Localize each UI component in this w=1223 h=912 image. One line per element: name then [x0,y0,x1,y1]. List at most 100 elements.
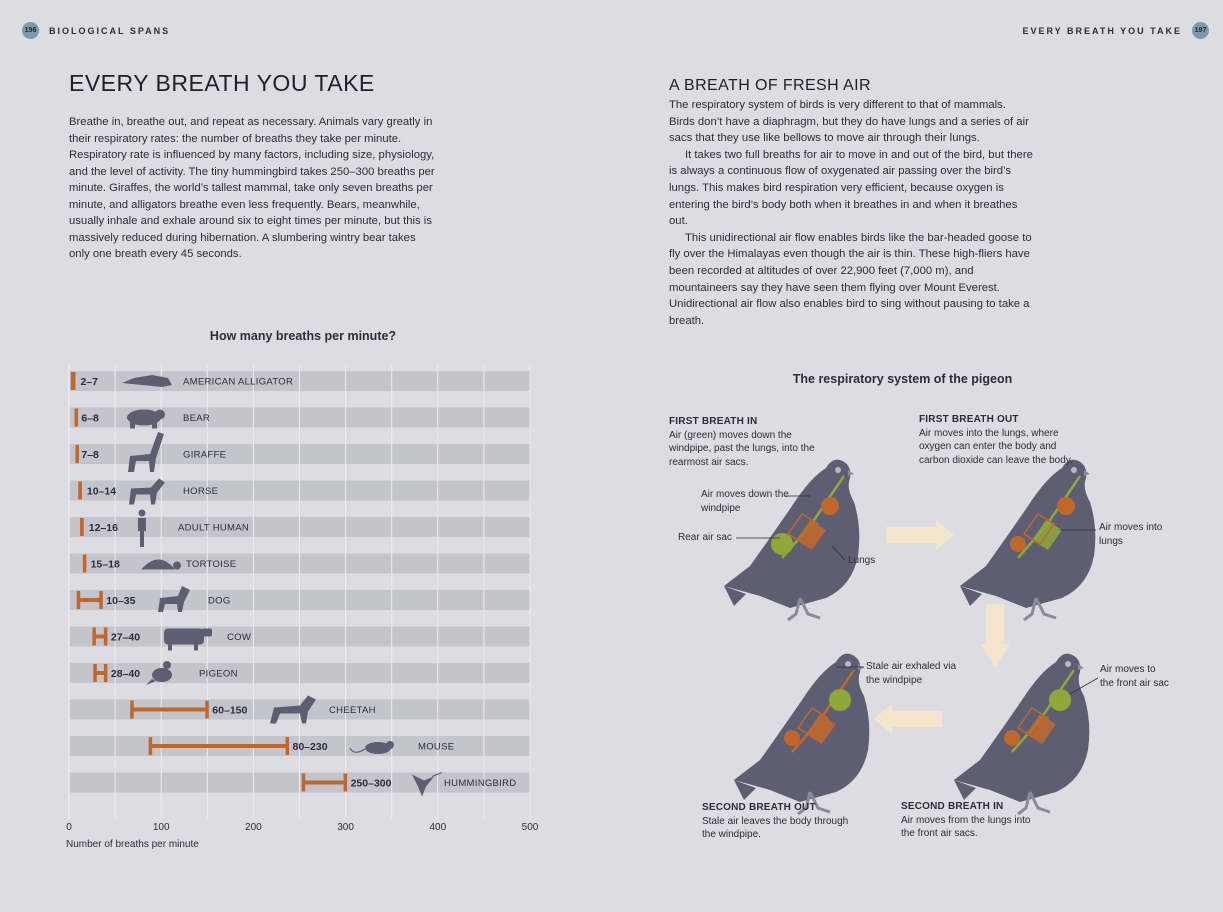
chart-row: 28–40 PIGEON [93,661,237,685]
lung-outline [1016,706,1050,740]
folio-left: 196 BIOLOGICAL SPANS [22,22,170,39]
tortoise-icon [141,559,181,570]
intro-paragraph: Breathe in, breathe out, and repeat as n… [69,116,435,260]
animal-name: HORSE [183,486,218,497]
animal-name: PIGEON [199,669,238,680]
range-cap-min [76,591,81,609]
chart-row: 15–18 TORTOISE [82,554,236,573]
caption-first-breath-out: FIRST BREATH OUT Air moves into the lung… [919,413,1079,467]
caption-heading: SECOND BREATH OUT [702,802,816,813]
animal-name: BEAR [183,413,210,424]
front-air-sac [1057,497,1075,515]
label-windpipe: Air moves down the windpipe [701,489,789,514]
giraffe-icon [128,432,164,472]
right-paragraph-3: This unidirectional air flow enables bir… [669,231,1032,327]
x-tick-label: 200 [245,822,262,833]
range-bar [131,707,208,712]
value-label: 6–8 [81,413,99,425]
value-label: 80–230 [293,741,328,753]
range-bar [93,634,106,639]
pigeon-beak [848,470,854,476]
pigeon-tail [960,586,982,606]
animal-name: GIRAFFE [183,450,226,461]
range-cap-min [93,664,97,682]
pigeon-second-breath-out [734,653,870,816]
right-paragraph-1: The respiratory system of birds is very … [669,99,1029,145]
range-cap-max [205,700,209,719]
pigeon-body [724,459,860,608]
caption-text: Air moves into the lungs, where oxygen c… [919,427,1073,466]
pigeon-feet [1023,597,1057,622]
front-air-sac [821,497,839,515]
chart-title: How many breaths per minute? [209,329,397,343]
label-rear-air-sac: Rear air sac [678,532,732,543]
range-cap-min [130,700,134,719]
range-bar [78,481,82,500]
chart-row: 60–150 CHEETAH [130,695,376,724]
chart-row: 7–8 GIRAFFE [75,432,226,472]
pigeon-body [960,459,1096,608]
lung-outline [786,512,820,546]
hummingbird-icon [412,771,443,797]
pigeon-beak [1078,664,1084,670]
label-front-air-sac: Air moves to the front air sac [1100,664,1169,689]
pigeon-tail [954,780,976,800]
rear-air-sac [1010,536,1026,552]
folio-right: EVERY BREATH YOU TAKE 197 [1022,22,1209,39]
range-bar [303,780,346,785]
value-label: 10–14 [87,486,116,498]
chart-row: 10–14 HORSE [78,478,218,505]
caption-heading: FIRST BREATH IN [669,416,758,427]
lung-outline [1022,512,1056,546]
chart-row: 12–16 ADULT HUMAN [80,509,249,547]
section-label-right: EVERY BREATH YOU TAKE [1022,25,1182,36]
animal-name: ADULT HUMAN [178,523,249,534]
pigeon-eye [1071,467,1077,473]
caption-heading: FIRST BREATH OUT [919,414,1019,425]
front-air-sac [829,689,851,711]
section-label-left: BIOLOGICAL SPANS [49,25,171,36]
pigeon-eye [835,467,841,473]
leader-line [831,545,846,561]
range-cap-max [103,664,108,682]
section-heading: A BREATH OF FRESH AIR [669,77,871,94]
x-tick-label: 0 [66,822,72,833]
leader-line [1069,677,1099,695]
range-bar [150,744,288,748]
chart-row: 27–40 COW [92,627,251,651]
pigeon-first-breath-out [960,459,1096,622]
range-bar [82,554,87,573]
range-bar [94,671,106,675]
cheetah-icon [270,695,316,724]
chart-row: 10–35 DOG [76,586,230,612]
animal-name: AMERICAN ALLIGATOR [183,377,293,388]
animal-name: CHEETAH [329,705,376,716]
pigeon-beak [1084,470,1090,476]
page-title: EVERY BREATH YOU TAKE [69,70,375,96]
value-label: 28–40 [111,668,140,680]
caption-text: Stale air leaves the body through the wi… [702,815,849,841]
pigeon-first-breath-in [724,459,860,622]
caption-second-breath-out: SECOND BREATH OUT Stale air leaves the b… [702,801,862,842]
range-cap-max [103,627,108,646]
dog-icon [158,586,190,612]
value-label: 12–16 [89,522,118,534]
breaths-chart: 0 100 200 300 400 500 2–7 AMERICAN ALLIGATOR 6–8… [66,365,539,833]
x-tick-label: 300 [337,822,354,833]
mouse-icon [349,741,394,754]
x-tick-label: 100 [153,822,170,833]
value-label: 10–35 [106,595,135,607]
flow-arrow-left [874,704,942,734]
diagram-title: The respiratory system of the pigeon [792,372,1013,386]
bear-icon [127,409,165,429]
caption-text: Air moves from the lungs into the front … [901,814,1031,840]
range-cap-max [285,737,290,755]
alligator-icon [122,375,172,387]
x-tick-label: 400 [429,822,446,833]
chart-row: 250–300 HUMMINGBIRD [301,771,516,797]
range-cap-max [99,591,103,609]
caption-first-breath-in: FIRST BREATH IN Air (green) moves down t… [669,415,819,469]
range-cap-max [343,773,348,792]
range-bar [70,372,76,390]
